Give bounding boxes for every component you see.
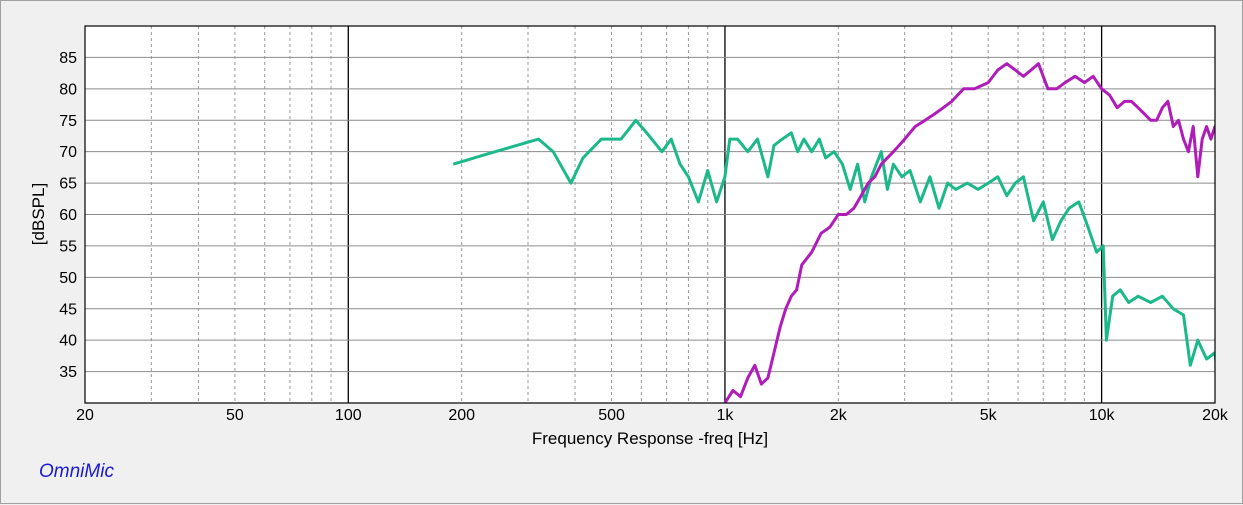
y-tick-label: 70 (59, 144, 77, 161)
series-line-2 (723, 62, 1215, 403)
x-tick-label: 20k (1202, 407, 1229, 424)
y-tick-label: 50 (59, 270, 77, 287)
y-tick-labels: 35 40 45 50 55 60 65 70 75 80 85 (59, 50, 77, 381)
x-tick-label: 10k (1089, 407, 1116, 424)
x-tick-label: 100 (335, 407, 362, 424)
x-tick-labels: 20 50 100 200 500 1k 2k 5k 10k 20k (76, 407, 1229, 424)
series-line-1 (452, 118, 1215, 367)
y-tick-label: 45 (59, 301, 77, 318)
y-tick-label: 35 (59, 364, 77, 381)
series-layer (452, 62, 1215, 403)
y-tick-label: 60 (59, 207, 77, 224)
grid-lines (85, 26, 1215, 403)
x-tick-label: 50 (226, 407, 244, 424)
x-tick-label: 2k (830, 407, 848, 424)
x-tick-label: 5k (980, 407, 998, 424)
y-tick-label: 85 (59, 50, 77, 67)
brand-label: OmniMic (39, 461, 114, 482)
y-tick-label: 75 (59, 113, 77, 130)
plot-border (84, 25, 1216, 404)
y-tick-label: 65 (59, 176, 77, 193)
x-tick-label: 1k (716, 407, 734, 424)
x-axis-title: Frequency Response -freq [Hz] (532, 429, 768, 448)
y-axis-title: [dBSPL] (29, 183, 48, 245)
y-tick-label: 80 (59, 81, 77, 98)
x-tick-label: 20 (76, 407, 94, 424)
x-tick-label: 200 (448, 407, 475, 424)
y-tick-label: 55 (59, 238, 77, 255)
x-tick-label: 500 (598, 407, 625, 424)
y-tick-label: 40 (59, 333, 77, 350)
